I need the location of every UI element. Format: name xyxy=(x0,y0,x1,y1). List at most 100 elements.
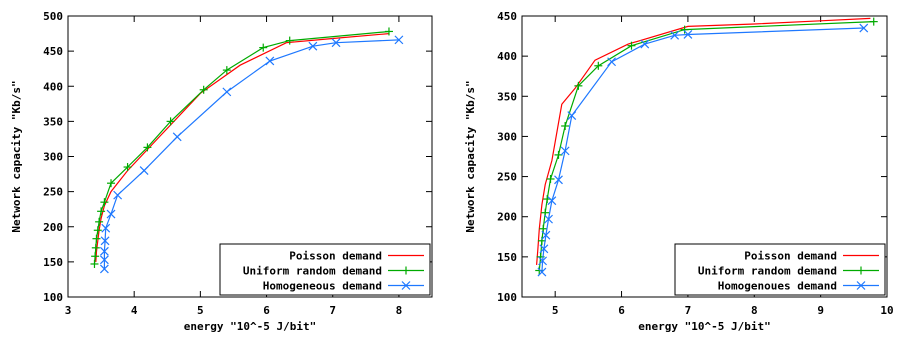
series-line xyxy=(536,17,871,265)
y-tick-label: 350 xyxy=(497,90,517,103)
marker-d2 xyxy=(113,190,123,200)
x-tick-label: 9 xyxy=(817,304,824,317)
series-line xyxy=(541,27,864,273)
marker-d2 xyxy=(567,111,577,120)
marker-d2 xyxy=(99,246,109,256)
data-point-plus xyxy=(97,207,106,216)
data-point-x xyxy=(139,166,149,175)
y-tick-label: 350 xyxy=(43,115,63,128)
y-tick-label: 200 xyxy=(43,221,63,234)
data-point-x xyxy=(100,236,110,246)
legend: Poisson demand Uniform random demand Homog… xyxy=(219,243,431,296)
series-line xyxy=(103,39,399,269)
series-1 xyxy=(95,33,390,262)
plot-frame xyxy=(521,15,888,298)
series-2 xyxy=(535,17,878,275)
data-point-x xyxy=(567,111,577,120)
data-point-x xyxy=(113,190,123,200)
marker-d2 xyxy=(99,264,109,274)
legend-box xyxy=(674,243,886,296)
data-point-x xyxy=(560,146,570,156)
y-tick-label: 200 xyxy=(497,211,517,224)
data-point-x xyxy=(101,223,111,233)
x-tick-label: 3 xyxy=(65,304,72,317)
legend-marker xyxy=(856,281,866,290)
marker-d2 xyxy=(539,244,549,254)
x-tick-label: 8 xyxy=(396,304,403,317)
marker-d2 xyxy=(101,223,111,233)
data-point-x xyxy=(308,41,318,51)
data-point-x xyxy=(172,132,182,142)
x-axis-title: energy "10^-5 J/bit" xyxy=(638,320,770,333)
y-axis-title: Network capacity "Kb/s" xyxy=(464,80,477,232)
x-tick-label: 10 xyxy=(880,304,893,317)
chart-2: 5 6 7 8 9 10 100 150 200 250 300 350 400 450 energy "1… xyxy=(464,10,894,333)
y-tick-label: 500 xyxy=(43,10,63,23)
marker-d2 xyxy=(222,87,232,97)
legend-marker xyxy=(401,281,411,290)
y-tick-label: 400 xyxy=(43,80,63,93)
data-point-x xyxy=(222,87,232,97)
marker-d2 xyxy=(547,196,557,206)
marker-d2 xyxy=(607,57,617,67)
data-point-plus xyxy=(166,117,175,126)
series-line xyxy=(93,30,390,265)
series-3 xyxy=(537,23,869,277)
x-tick-label: 5 xyxy=(197,304,204,317)
data-point-plus xyxy=(546,174,555,183)
x-tick-label: 4 xyxy=(131,304,138,317)
data-point-x xyxy=(106,209,116,219)
marker-d2 xyxy=(172,132,182,142)
marker-d2 xyxy=(859,23,869,33)
data-point-plus xyxy=(285,36,294,45)
legend-label: Poisson demand xyxy=(289,250,382,263)
marker-d2 xyxy=(683,30,693,39)
marker-d2 xyxy=(541,230,551,240)
marker-d2 xyxy=(308,41,318,51)
y-tick-label: 450 xyxy=(497,10,517,23)
marker-d2 xyxy=(560,146,570,156)
data-point-x xyxy=(547,196,557,206)
data-point-plus xyxy=(594,61,603,70)
data-point-plus xyxy=(199,85,208,94)
y-tick-label: 300 xyxy=(43,151,63,164)
data-point-x xyxy=(394,35,404,45)
data-point-x xyxy=(265,56,275,66)
series-1 xyxy=(536,17,871,265)
y-tick-label: 250 xyxy=(43,186,63,199)
series-2 xyxy=(90,27,393,268)
y-tick-label: 150 xyxy=(497,251,517,264)
data-point-plus xyxy=(539,224,548,233)
data-point-x xyxy=(859,23,869,33)
x-tick-label: 8 xyxy=(751,304,758,317)
marker-d2 xyxy=(139,166,149,175)
data-point-x xyxy=(554,175,563,185)
marker-d2 xyxy=(544,214,553,224)
data-point-x xyxy=(544,214,553,224)
marker-d2 xyxy=(537,267,547,277)
data-point-plus xyxy=(627,41,636,50)
y-tick-label: 150 xyxy=(43,256,63,269)
data-point-x xyxy=(331,38,341,48)
data-point-plus xyxy=(91,252,100,261)
data-point-x xyxy=(683,30,693,39)
legend-label: Homogeneous demand xyxy=(263,280,382,293)
data-point-plus xyxy=(107,179,116,188)
data-point-x xyxy=(607,57,617,67)
data-point-plus xyxy=(90,259,99,268)
data-point-x xyxy=(541,230,551,240)
legend-box xyxy=(219,243,431,296)
marker-d2 xyxy=(538,256,547,266)
legend-label: Poisson demand xyxy=(744,250,837,263)
series-3 xyxy=(99,35,404,274)
data-point-plus xyxy=(222,66,231,75)
marker-d2 xyxy=(99,255,109,265)
x-tick-label: 7 xyxy=(329,304,336,317)
x-tick-label: 7 xyxy=(685,304,692,317)
legend: Poisson demand Uniform random demand Homog… xyxy=(674,243,886,296)
x-tick-label: 5 xyxy=(552,304,559,317)
data-point-plus xyxy=(93,226,102,235)
series-line xyxy=(95,33,390,262)
marker-d2 xyxy=(554,175,563,185)
